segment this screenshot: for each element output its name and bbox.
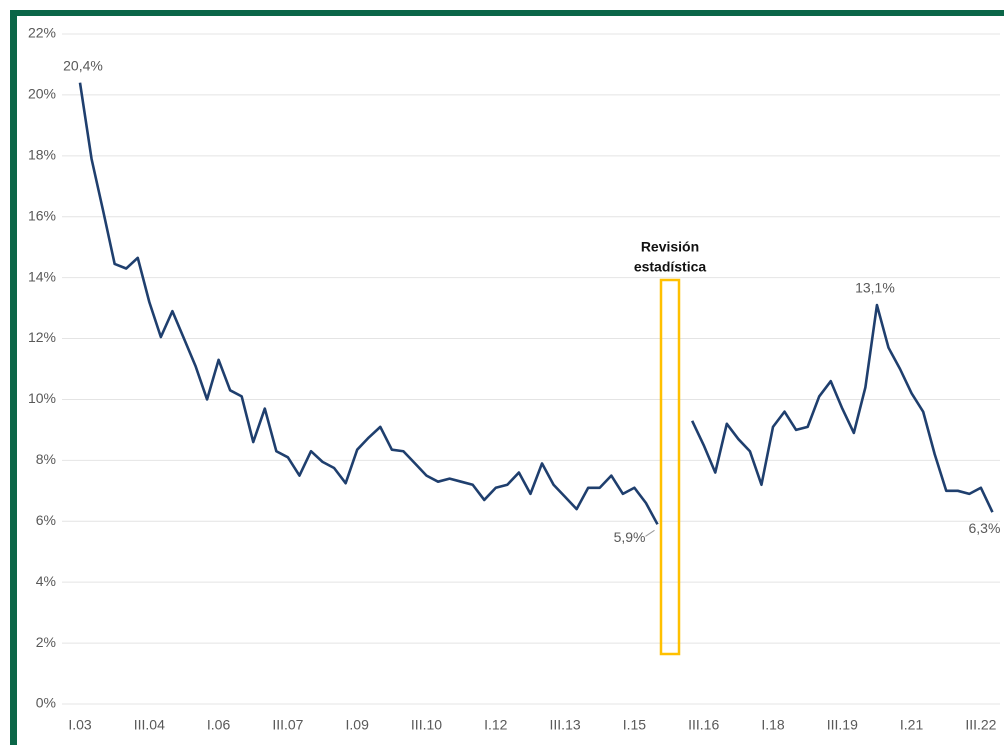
data-label: 6,3% bbox=[968, 520, 1000, 536]
annotation: estadística bbox=[634, 259, 707, 275]
data-label: 5,9% bbox=[614, 529, 646, 545]
y-tick-label: 0% bbox=[36, 695, 56, 711]
x-tick-label: I.03 bbox=[68, 717, 92, 733]
y-tick-label: 4% bbox=[36, 573, 56, 589]
x-tick-label: I.06 bbox=[207, 717, 231, 733]
x-tick-label: III.19 bbox=[827, 717, 858, 733]
x-tick-label: III.07 bbox=[272, 717, 303, 733]
y-tick-label: 6% bbox=[36, 512, 56, 528]
y-tick-label: 10% bbox=[28, 390, 56, 406]
x-tick-label: I.09 bbox=[346, 717, 370, 733]
x-tick-label: III.13 bbox=[550, 717, 581, 733]
y-tick-label: 16% bbox=[28, 207, 56, 223]
x-tick-label: I.12 bbox=[484, 717, 508, 733]
x-tick-label: I.18 bbox=[761, 717, 785, 733]
x-tick-label: I.21 bbox=[900, 717, 924, 733]
y-tick-label: 18% bbox=[28, 147, 56, 163]
revision-box bbox=[659, 278, 681, 656]
data-label: 13,1% bbox=[855, 280, 895, 296]
x-tick-label: I.15 bbox=[623, 717, 647, 733]
x-tick-label: III.22 bbox=[965, 717, 996, 733]
x-tick-label: III.10 bbox=[411, 717, 442, 733]
annotation: Revisión bbox=[641, 239, 699, 255]
y-tick-label: 22% bbox=[28, 25, 56, 41]
x-tick-label: III.04 bbox=[134, 717, 165, 733]
y-tick-label: 2% bbox=[36, 634, 56, 650]
data-label: 20,4% bbox=[63, 57, 103, 73]
frame-top bbox=[10, 10, 1004, 16]
x-tick-label: III.16 bbox=[688, 717, 719, 733]
y-tick-label: 12% bbox=[28, 329, 56, 345]
y-tick-label: 8% bbox=[36, 451, 56, 467]
y-tick-label: 20% bbox=[28, 86, 56, 102]
series-line bbox=[78, 82, 994, 525]
leader-line bbox=[645, 529, 655, 537]
frame-left bbox=[10, 10, 17, 745]
y-tick-label: 14% bbox=[28, 268, 56, 284]
